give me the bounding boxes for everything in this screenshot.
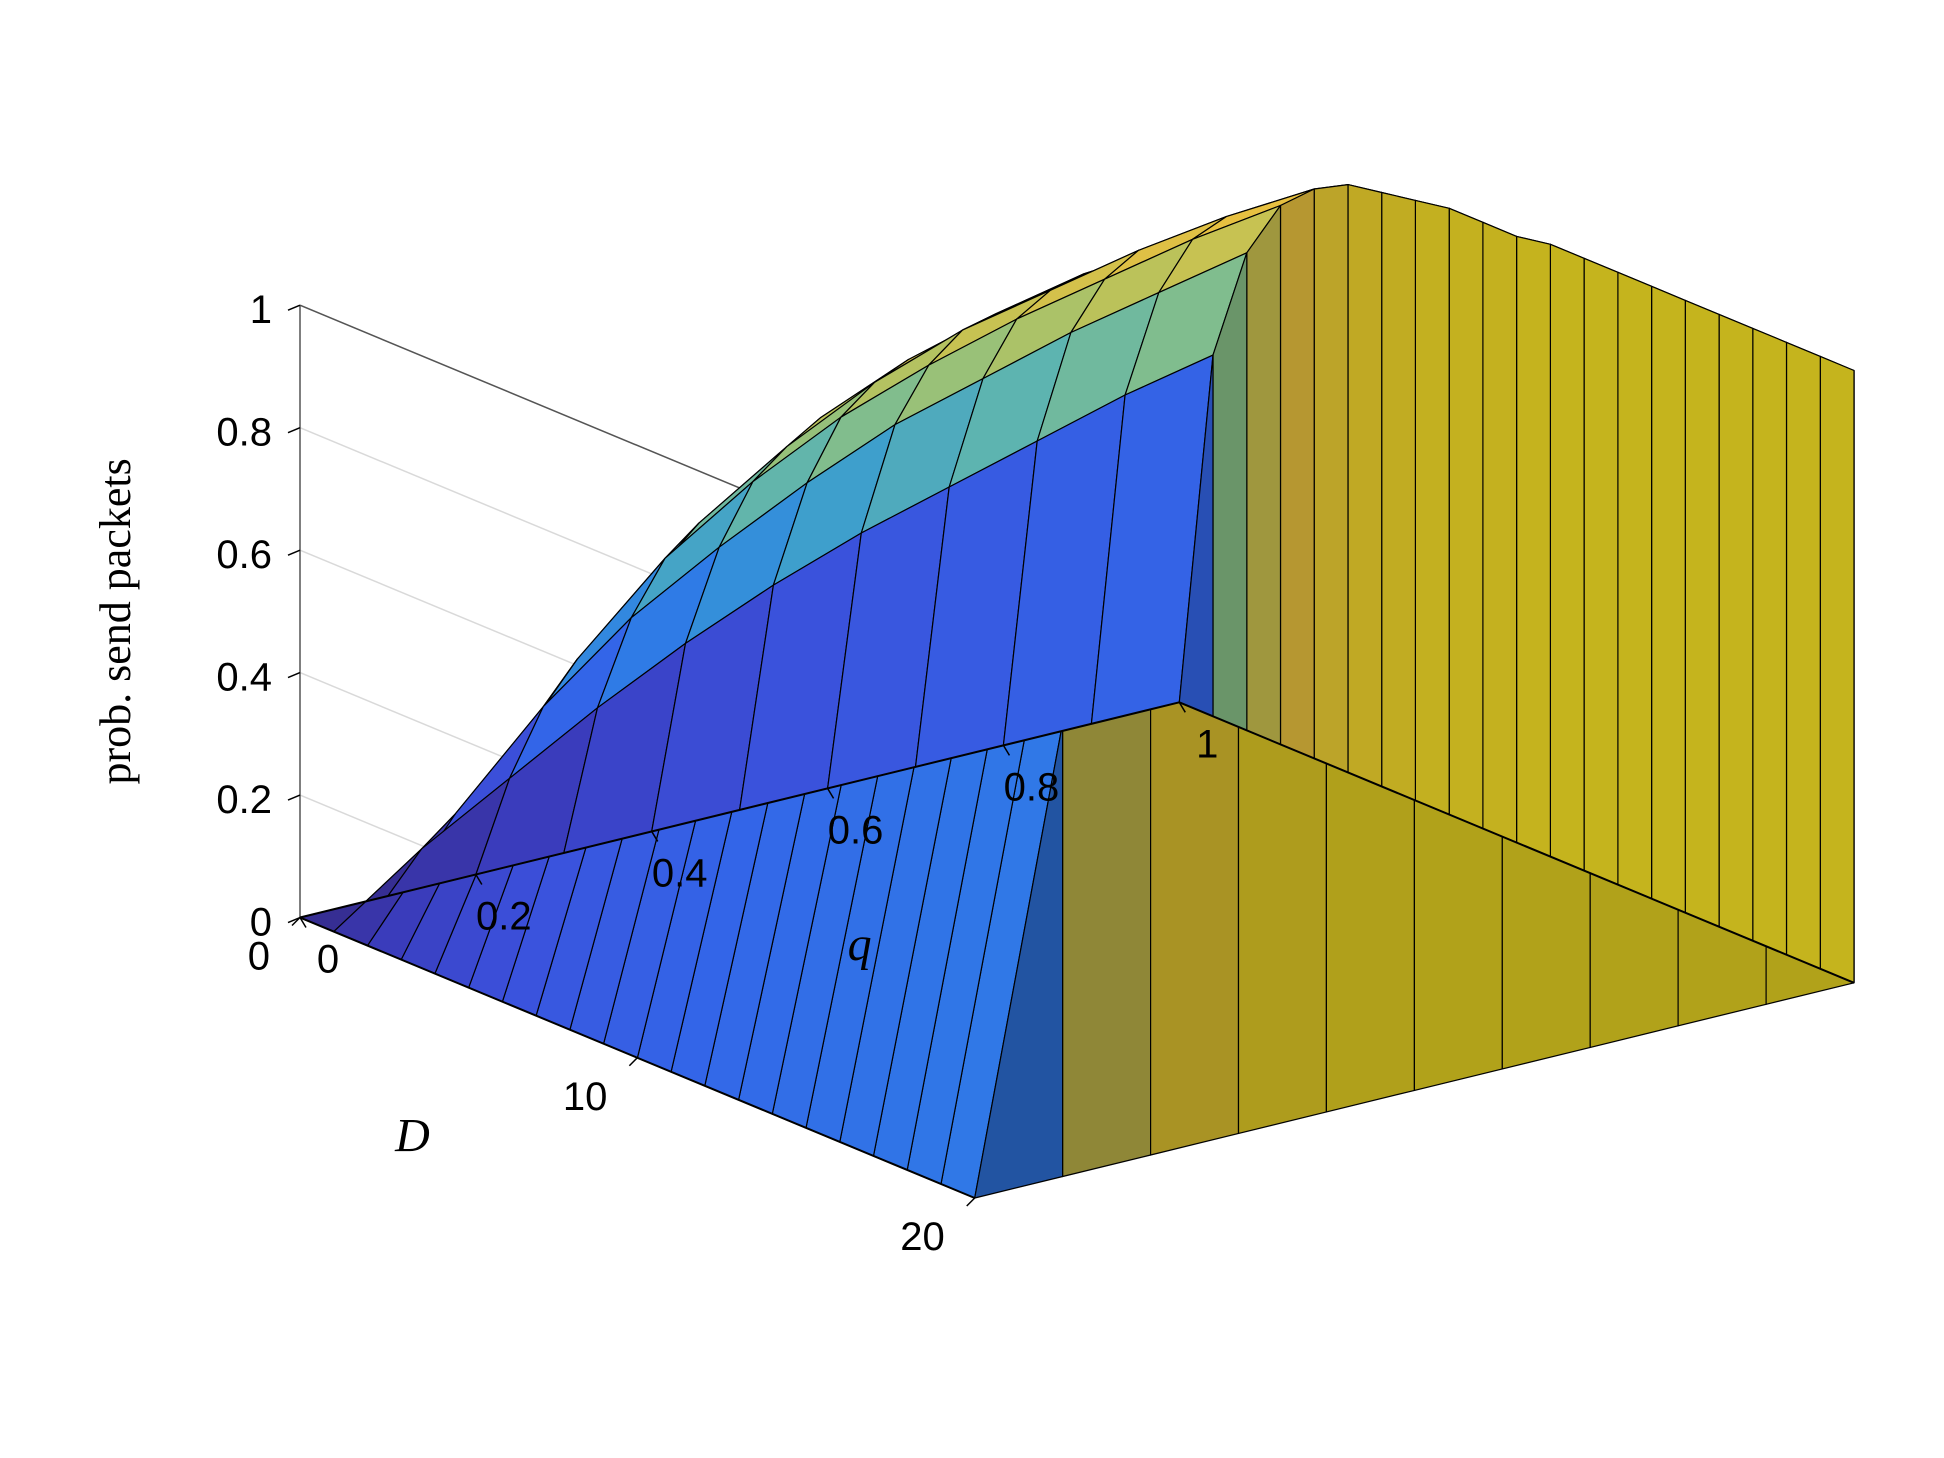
svg-text:1: 1 xyxy=(1196,722,1218,766)
svg-text:0.8: 0.8 xyxy=(1004,765,1060,809)
svg-text:0.4: 0.4 xyxy=(652,851,708,895)
surface-plot: 00.20.40.60.810102000.20.40.60.81qDprob.… xyxy=(0,0,1944,1458)
svg-text:q: q xyxy=(848,918,872,971)
svg-text:20: 20 xyxy=(900,1215,945,1259)
chart-container: 00.20.40.60.810102000.20.40.60.81qDprob.… xyxy=(0,0,1944,1458)
svg-text:10: 10 xyxy=(563,1075,608,1119)
svg-text:prob. send packets: prob. send packets xyxy=(91,458,140,784)
svg-text:D: D xyxy=(394,1110,430,1163)
svg-text:0: 0 xyxy=(250,901,272,945)
surface xyxy=(300,185,1854,1198)
svg-text:0.2: 0.2 xyxy=(476,894,532,938)
svg-text:0.4: 0.4 xyxy=(216,656,272,700)
svg-text:0.2: 0.2 xyxy=(216,778,272,822)
svg-text:0.6: 0.6 xyxy=(828,808,884,852)
svg-text:1: 1 xyxy=(250,288,272,332)
svg-text:0.8: 0.8 xyxy=(216,411,272,455)
svg-text:0.6: 0.6 xyxy=(216,533,272,577)
svg-text:0: 0 xyxy=(317,938,339,982)
